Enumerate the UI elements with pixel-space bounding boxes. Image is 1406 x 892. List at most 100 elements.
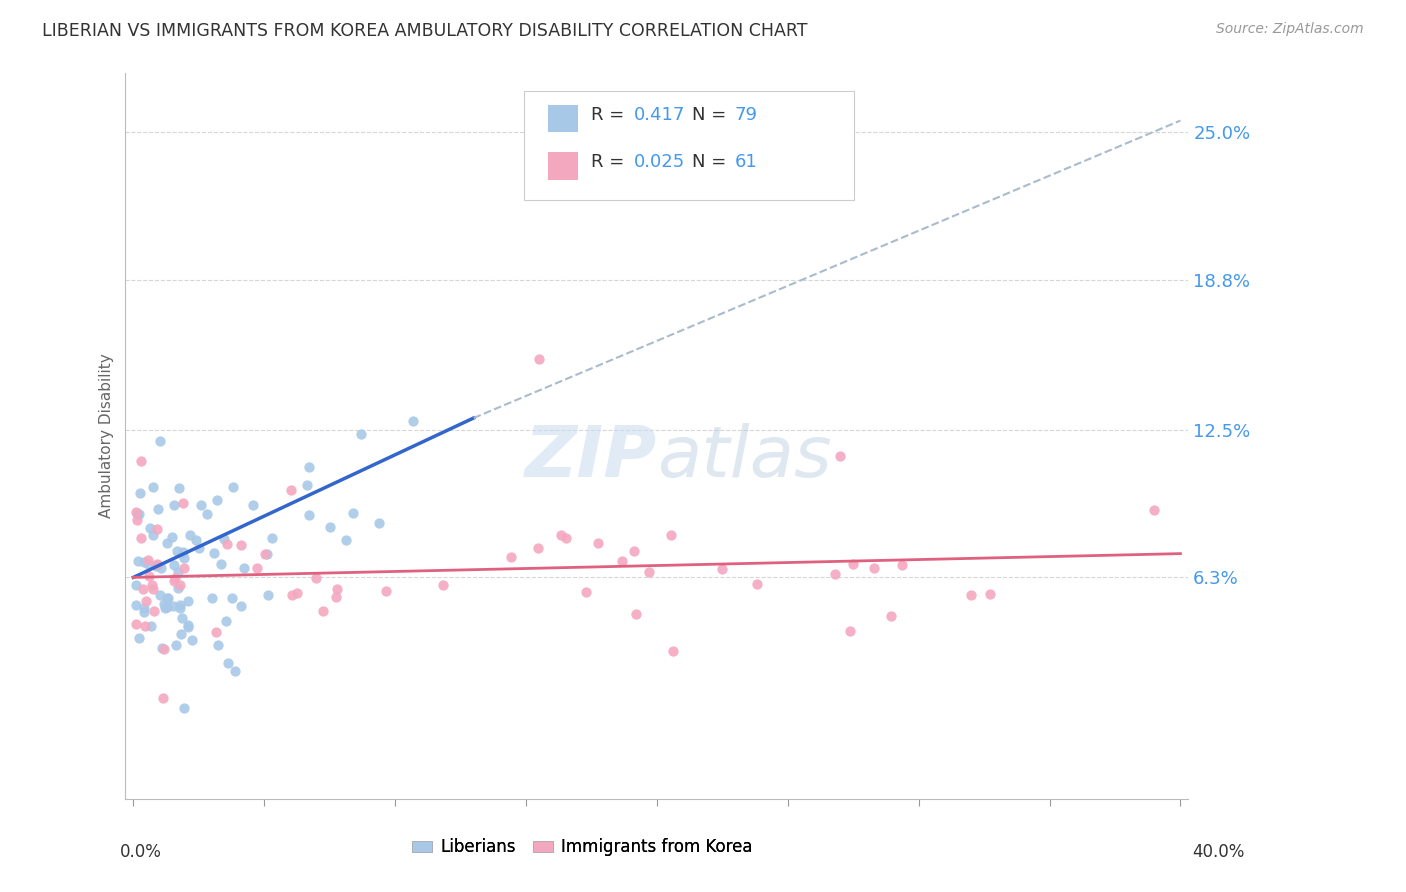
Text: N =: N = bbox=[692, 106, 733, 124]
Point bbox=[163, 574, 186, 589]
Point bbox=[149, 561, 172, 575]
Point bbox=[863, 560, 886, 574]
Point bbox=[128, 507, 150, 521]
Point bbox=[298, 459, 321, 474]
Point bbox=[180, 632, 202, 647]
Point bbox=[148, 501, 170, 516]
Point bbox=[312, 603, 335, 617]
Point bbox=[163, 498, 186, 512]
Text: R =: R = bbox=[591, 153, 630, 171]
Point bbox=[157, 591, 180, 606]
Point bbox=[172, 496, 194, 510]
Point bbox=[149, 434, 172, 448]
Point bbox=[281, 588, 304, 602]
Point bbox=[136, 557, 159, 571]
Point bbox=[824, 567, 846, 582]
Point bbox=[176, 620, 198, 634]
Point bbox=[142, 582, 165, 596]
Text: R =: R = bbox=[591, 106, 630, 124]
Point bbox=[205, 625, 228, 640]
Point bbox=[662, 643, 685, 657]
Point bbox=[550, 528, 572, 542]
Point bbox=[1143, 502, 1166, 516]
Point bbox=[125, 617, 148, 632]
Text: 40.0%: 40.0% bbox=[1192, 843, 1244, 861]
Point bbox=[295, 477, 318, 491]
Point bbox=[132, 582, 155, 597]
Text: 0.025: 0.025 bbox=[634, 153, 685, 171]
Point bbox=[229, 599, 252, 614]
FancyBboxPatch shape bbox=[548, 152, 578, 179]
Point bbox=[527, 541, 550, 556]
FancyBboxPatch shape bbox=[524, 91, 853, 200]
Point bbox=[260, 531, 283, 545]
Point bbox=[212, 532, 235, 546]
Point bbox=[368, 516, 391, 530]
Point bbox=[135, 593, 157, 607]
Point bbox=[207, 638, 229, 652]
Point bbox=[217, 656, 239, 670]
Point bbox=[146, 557, 169, 571]
Point bbox=[256, 547, 278, 561]
Point bbox=[298, 508, 321, 522]
Point bbox=[499, 549, 522, 564]
Point bbox=[205, 493, 228, 508]
Point bbox=[167, 481, 190, 495]
Point bbox=[145, 559, 167, 574]
Point bbox=[156, 591, 179, 605]
Point bbox=[280, 483, 302, 497]
Point bbox=[125, 513, 148, 527]
Point bbox=[132, 605, 155, 619]
Point bbox=[141, 578, 163, 592]
Text: N =: N = bbox=[692, 153, 733, 171]
Point bbox=[626, 607, 648, 622]
Point bbox=[136, 553, 159, 567]
Point bbox=[710, 562, 733, 576]
Point bbox=[138, 569, 160, 583]
Point bbox=[527, 351, 550, 366]
Text: Source: ZipAtlas.com: Source: ZipAtlas.com bbox=[1216, 22, 1364, 37]
Point bbox=[342, 506, 364, 520]
Point bbox=[202, 546, 225, 560]
Text: LIBERIAN VS IMMIGRANTS FROM KOREA AMBULATORY DISABILITY CORRELATION CHART: LIBERIAN VS IMMIGRANTS FROM KOREA AMBULA… bbox=[42, 22, 807, 40]
Point bbox=[188, 541, 211, 555]
Point bbox=[139, 619, 162, 633]
Point bbox=[156, 600, 179, 615]
Point bbox=[149, 588, 172, 602]
Point bbox=[156, 536, 179, 550]
Point bbox=[890, 558, 912, 572]
Point bbox=[233, 561, 256, 575]
Point bbox=[224, 664, 246, 678]
FancyBboxPatch shape bbox=[548, 104, 578, 133]
Point bbox=[127, 508, 149, 522]
Point bbox=[830, 449, 852, 463]
Point bbox=[173, 560, 195, 574]
Point bbox=[209, 557, 232, 571]
Point bbox=[610, 554, 633, 568]
Point bbox=[177, 618, 200, 632]
Point bbox=[129, 531, 152, 545]
Point bbox=[143, 603, 166, 617]
Point bbox=[165, 571, 187, 585]
Point bbox=[402, 414, 425, 428]
Point bbox=[141, 479, 163, 493]
Point bbox=[146, 558, 169, 572]
Point bbox=[162, 599, 184, 614]
Point bbox=[152, 691, 174, 706]
Point bbox=[586, 536, 609, 550]
Point bbox=[162, 530, 184, 544]
Y-axis label: Ambulatory Disability: Ambulatory Disability bbox=[100, 353, 114, 518]
Point bbox=[326, 582, 349, 597]
Point bbox=[155, 600, 177, 615]
Point bbox=[172, 545, 194, 559]
Point bbox=[173, 550, 195, 565]
Point bbox=[257, 588, 280, 602]
Point bbox=[128, 632, 150, 646]
Point bbox=[215, 537, 238, 551]
Point bbox=[125, 505, 148, 519]
Point bbox=[167, 581, 190, 595]
Point bbox=[318, 520, 340, 534]
Point bbox=[146, 522, 169, 536]
Point bbox=[173, 701, 195, 715]
Point bbox=[659, 528, 682, 542]
